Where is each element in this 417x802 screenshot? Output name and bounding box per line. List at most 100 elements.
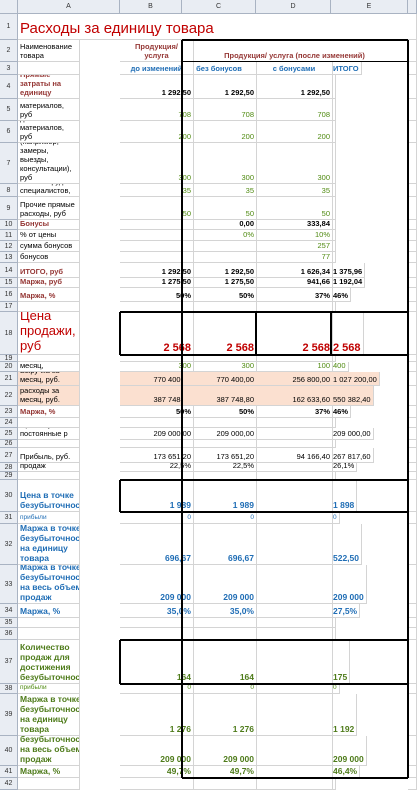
row-label[interactable]: Маржа, % [18,406,80,418]
cell-value[interactable]: 209 000,00 [331,428,374,440]
cell-value[interactable]: 50% [120,288,194,302]
row-label[interactable]: Расход основных материалов, руб [18,99,80,121]
row-header[interactable]: 33 [0,565,18,604]
cell-value[interactable]: 173 651,20 [120,448,194,463]
cell-value[interactable]: 1 292,50 [120,75,194,99]
row-header[interactable]: 8 [0,184,18,197]
cell-value[interactable]: 2 568 [182,312,257,355]
cell-value[interactable]: 209 000 [120,565,194,604]
row-header[interactable]: 27 [0,448,18,463]
cell-value[interactable]: 27,5% [331,604,361,618]
cell-value[interactable]: 1 275,50 [120,278,194,288]
row-header[interactable]: 24 [0,418,18,428]
empty-cell[interactable] [331,184,336,197]
empty-cell[interactable] [182,778,257,790]
cell-value[interactable]: 200 [182,121,257,143]
empty-cell[interactable] [18,618,80,628]
cell-value[interactable]: 0 [331,512,340,524]
cell-value[interactable]: 696,67 [182,524,257,565]
row-header[interactable]: 4 [0,75,18,99]
row-header[interactable]: 11 [0,230,18,241]
cell-value[interactable]: 256 800,00 [256,372,333,386]
cell-value[interactable]: 300 [256,143,333,184]
cell-value[interactable]: ИТОГО [331,62,362,75]
cell-value[interactable]: 175 [331,640,351,684]
row-label[interactable]: Выручка за месяц, руб. [18,372,80,386]
cell-value[interactable]: 200 [120,121,194,143]
row-label[interactable]: проверка по прибыли [18,512,80,524]
row-label[interactable]: Маржа, руб [18,278,80,288]
empty-cell[interactable] [18,440,80,448]
empty-cell[interactable] [256,618,333,628]
empty-cell[interactable] [182,618,257,628]
empty-cell[interactable] [18,418,80,428]
row-header[interactable]: 9 [0,197,18,220]
cell-value[interactable]: 46% [331,406,352,418]
cell-value[interactable]: 22,5% [120,463,194,472]
empty-cell[interactable] [182,241,257,252]
row-header[interactable]: 39 [0,694,18,736]
row-header[interactable]: 6 [0,121,18,143]
empty-cell[interactable] [18,778,80,790]
empty-cell[interactable] [331,121,336,143]
row-label[interactable]: сумма бонусов [18,241,80,252]
row-label[interactable]: % от цены [18,230,80,241]
cell-value[interactable]: 209 000 [331,736,367,766]
cell-value[interactable]: 0 [182,684,257,694]
cell-value[interactable]: 162 633,60 [256,386,333,406]
empty-cell[interactable] [331,197,336,220]
cell-value[interactable]: 1 989 [182,480,257,512]
cell-value[interactable]: 941,66 [256,278,333,288]
empty-cell[interactable] [331,418,336,428]
cell-value[interactable]: с бонусами [256,62,333,75]
row-header[interactable]: 13 [0,252,18,263]
row-label[interactable]: Прочие условно постоянные р [18,428,80,440]
cell-value[interactable]: 2 568 [331,312,364,355]
column-header[interactable]: E [331,0,408,14]
row-label[interactable]: Маржа, % [18,604,80,618]
cell-value[interactable]: 1 192 [331,694,358,736]
row-header[interactable]: 32 [0,524,18,565]
cell-value[interactable]: 1 292,50 [182,75,257,99]
empty-cell[interactable] [182,252,257,263]
empty-cell[interactable] [120,241,194,252]
column-header[interactable]: A [18,0,120,14]
cell-value[interactable]: 1 626,34 [256,263,333,278]
row-header[interactable]: 5 [0,99,18,121]
cell-value[interactable]: 2 568 [256,312,333,355]
column-header[interactable]: D [256,0,331,14]
empty-cell[interactable] [256,604,333,618]
row-label[interactable]: проверка по прибыли [18,684,80,694]
cell-value[interactable]: 35 [256,184,333,197]
row-label[interactable]: Расходы на услуги (например, замеры, вые… [18,143,80,184]
empty-cell[interactable] [182,440,257,448]
cell-value[interactable]: 300 [182,143,257,184]
cell-value[interactable]: 257 [256,241,333,252]
empty-cell[interactable] [256,480,333,512]
cell-value[interactable]: 50 [182,197,257,220]
column-header[interactable]: C [182,0,256,14]
cell-value[interactable]: 50% [120,406,194,418]
cell-value[interactable]: 10% [256,230,333,241]
row-header[interactable]: 16 [0,288,18,302]
empty-cell[interactable] [18,472,80,480]
empty-cell[interactable] [120,252,194,263]
empty-cell[interactable] [120,618,194,628]
empty-cell[interactable] [331,618,336,628]
cell-value[interactable]: без бонусов [182,62,257,75]
cell-value[interactable]: 1 276 [182,694,257,736]
cell-value[interactable]: 387 748,80 [182,386,257,406]
cell-value[interactable]: 209 000 [182,565,257,604]
cell-value[interactable]: 0 [120,684,194,694]
empty-cell[interactable] [331,355,336,362]
cell-value[interactable]: 37% [256,406,333,418]
cell-value[interactable]: 300 [120,143,194,184]
cell-value[interactable]: 1 292,50 [120,263,194,278]
row-header[interactable]: 28 [0,463,18,472]
cell-value[interactable]: 1 292,50 [182,263,257,278]
cell-value[interactable]: 209 000,00 [182,428,257,440]
row-label[interactable]: Наименование товара [18,40,80,62]
row-label[interactable]: Оплата труда специалистов, [18,184,80,197]
row-header[interactable]: 40 [0,736,18,766]
cell-value[interactable]: 26,1% [331,463,358,472]
